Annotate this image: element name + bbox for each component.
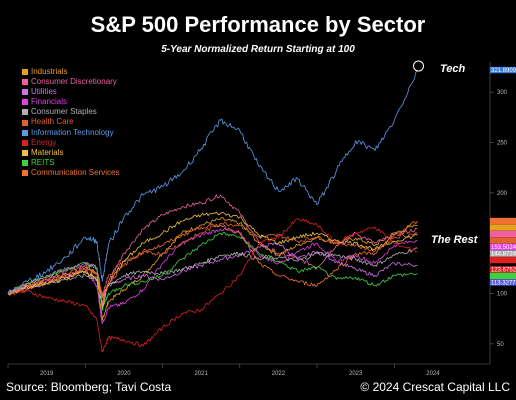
series-line: [7, 247, 418, 299]
legend-item: Communication Services: [22, 168, 119, 178]
end-value-label: 113.3277: [490, 279, 516, 286]
svg-text:153.5024: 153.5024: [491, 245, 516, 251]
annotation-the-rest: The Rest: [431, 234, 478, 246]
legend-item: Materials: [22, 148, 119, 158]
series-line: [7, 194, 418, 306]
legend-swatch: [22, 139, 28, 146]
series-line: [7, 69, 418, 294]
legend-swatch: [22, 129, 28, 136]
footer-copyright: © 2024 Crescat Capital LLC: [360, 380, 510, 394]
legend-label: Utilities: [31, 87, 57, 97]
legend-label: Energy: [31, 137, 57, 147]
legend-item: Consumer Discretionary: [22, 77, 119, 87]
legend-swatch: [22, 149, 28, 156]
x-tick-label: 2022: [272, 371, 286, 377]
legend-swatch: [22, 69, 28, 76]
legend-label: Materials: [31, 147, 64, 157]
svg-text:113.3277: 113.3277: [491, 280, 516, 286]
end-value-label: 123.6752: [490, 266, 516, 273]
y-tick-label: 200: [497, 191, 508, 197]
end-value-label: 321.8909: [490, 66, 516, 74]
end-value-label: 153.5024: [490, 243, 516, 251]
end-value-label: [490, 256, 516, 264]
end-value-label: [490, 224, 516, 231]
annotation-tech: Tech: [440, 63, 466, 75]
legend-item: Health Care: [22, 117, 119, 127]
y-axis: 50100150200250300: [489, 62, 508, 364]
legend-item: Consumer Staples: [22, 107, 119, 117]
series-line: [7, 231, 418, 311]
legend-label: Information Technology: [31, 127, 114, 137]
svg-text:144.8724: 144.8724: [491, 252, 516, 258]
end-value-label: [490, 272, 516, 280]
legend-swatch: [22, 89, 28, 96]
x-tick-label: 2021: [194, 371, 208, 377]
y-tick-label: 250: [497, 141, 508, 147]
legend: Industrials Consumer Discretionary Utiliti…: [22, 67, 119, 178]
x-tick-label: 2020: [117, 371, 131, 377]
x-tick-label: 2019: [40, 371, 54, 377]
end-value-label: 144.8724: [490, 250, 516, 258]
x-tick-label: 2024: [426, 371, 440, 377]
x-axis: 2019 2020 2021 2022 2023 2024: [7, 363, 490, 377]
legend-label: Health Care: [31, 117, 74, 127]
legend-swatch: [22, 99, 28, 106]
footer-source: Source: Bloomberg; Tavi Costa: [6, 380, 172, 394]
tech-peak-circle: [413, 60, 425, 72]
legend-swatch: [22, 79, 28, 86]
peak-marker: [413, 60, 425, 72]
legend-swatch: [22, 159, 28, 166]
y-tick-label: 100: [497, 292, 508, 298]
y-tick-label: 50: [497, 342, 504, 348]
legend-swatch: [22, 109, 28, 116]
legend-label: REITS: [31, 157, 55, 167]
series-line: [7, 218, 418, 353]
legend-swatch: [22, 169, 28, 176]
end-value-label: [490, 237, 516, 244]
chart-subtitle: 5-Year Normalized Return Starting at 100: [161, 44, 355, 55]
legend-swatch: [22, 119, 28, 126]
x-tick-label: 2023: [349, 371, 363, 377]
end-value-label: [490, 230, 516, 238]
legend-item: Utilities: [22, 87, 119, 97]
series-line: [7, 242, 418, 296]
series-line: [7, 211, 418, 308]
legend-item: Energy: [22, 138, 119, 148]
chart-title: S&P 500 Performance by Sector: [90, 12, 426, 37]
legend-label: Communication Services: [31, 167, 120, 177]
svg-text:123.6752: 123.6752: [491, 267, 516, 273]
end-value-label: [490, 217, 516, 225]
legend-label: Financials: [31, 97, 68, 107]
series-line: [7, 220, 418, 303]
legend-label: Consumer Staples: [31, 107, 97, 117]
legend-item: Information Technology: [22, 128, 119, 138]
legend-label: Consumer Discretionary: [31, 77, 117, 87]
series-lines: [7, 69, 418, 353]
y-tick-label: 300: [497, 90, 508, 96]
svg-text:321.8909: 321.8909: [491, 68, 516, 74]
legend-item: Financials: [22, 97, 119, 107]
legend-label: Industrials: [31, 67, 68, 76]
legend-item: Industrials: [22, 67, 119, 77]
legend-item: REITS: [22, 158, 119, 168]
